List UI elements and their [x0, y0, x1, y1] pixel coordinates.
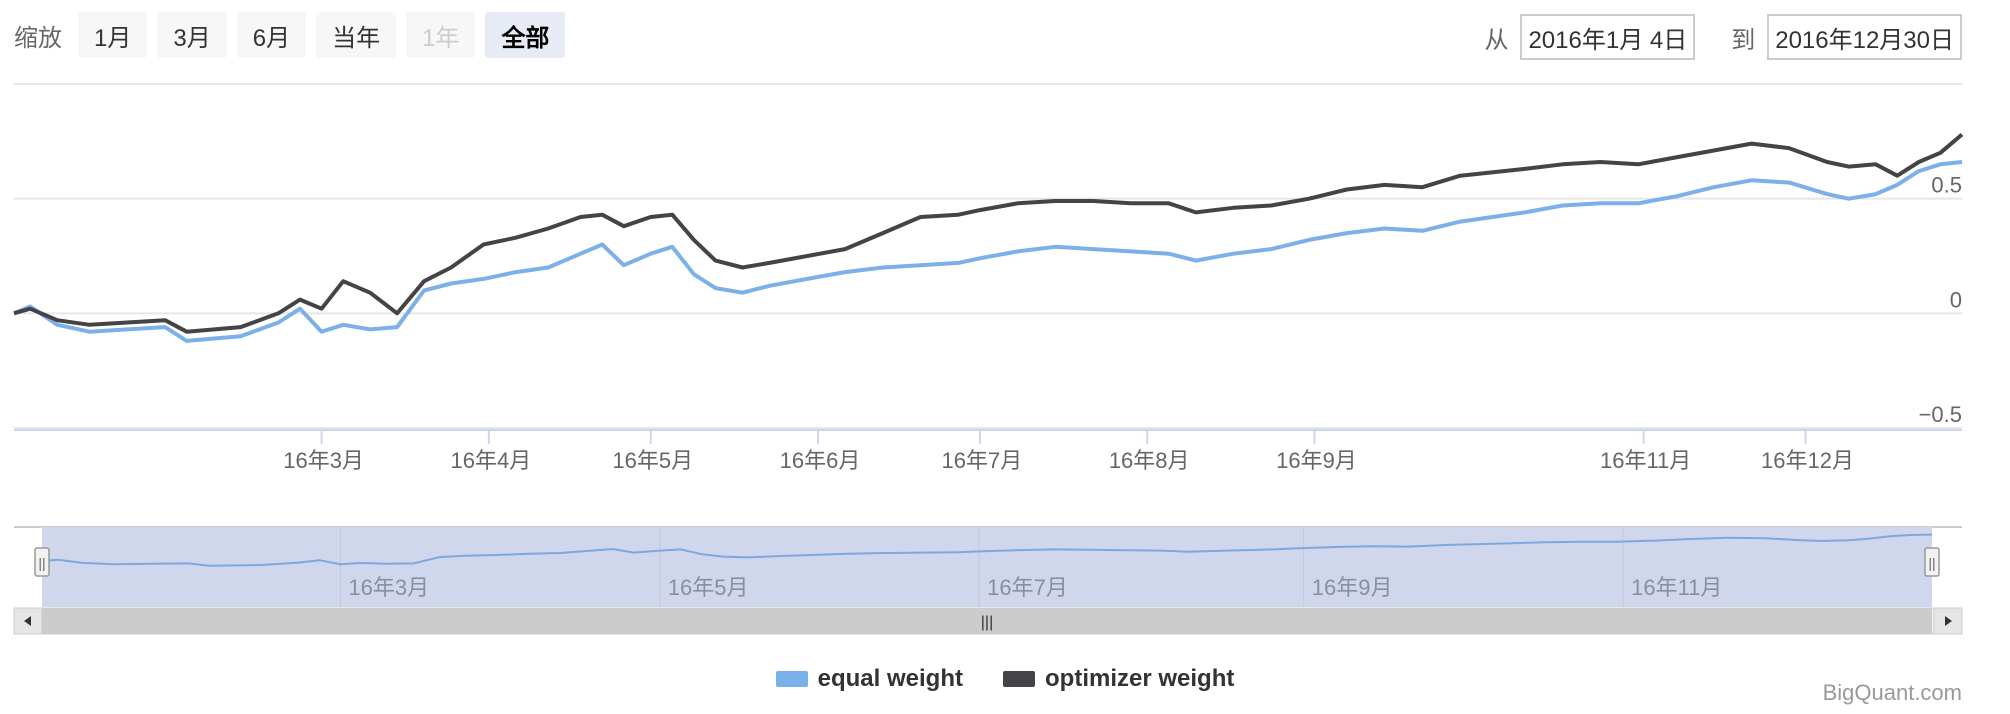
- zoom-label: 缩放: [14, 24, 62, 52]
- zoom-ytd-button[interactable]: 当年: [316, 12, 397, 58]
- navigator-label: 16年3月: [348, 575, 429, 600]
- navigator-selection[interactable]: [42, 527, 1932, 607]
- x-tick-label: 16年5月: [612, 448, 693, 473]
- x-tick-label: 16年3月: [283, 448, 364, 473]
- legend-label-optimizer-weight: optimizer weight: [1045, 665, 1235, 692]
- navigator[interactable]: 16年3月 16年5月 16年7月 16年9月 16年11月|| |||||: [13, 526, 1963, 635]
- series-line-equal-weight: [13, 160, 1963, 343]
- x-tick-label: 16年7月: [942, 448, 1023, 473]
- navigator-label: 16年9月: [1312, 575, 1393, 600]
- navigator-label: 16年7月: [987, 575, 1068, 600]
- y-tick-label: 0: [1950, 287, 1962, 312]
- zoom-1m-button[interactable]: 1月: [78, 12, 148, 58]
- zoom-6m-button[interactable]: 6月: [236, 12, 307, 58]
- x-tick-label: 16年4月: [450, 448, 531, 473]
- series-line-optimizer-weight: [13, 132, 1964, 334]
- credits-link[interactable]: BigQuant.com: [1822, 680, 1962, 705]
- from-date-input[interactable]: 2016年1月 4日: [1520, 14, 1696, 60]
- navigator-label: 16年11月: [1631, 575, 1722, 600]
- legend-item-optimizer-weight[interactable]: optimizer weight: [1003, 665, 1234, 693]
- zoom-3m-button[interactable]: 3月: [157, 12, 227, 58]
- legend-swatch-optimizer-weight: [1003, 671, 1035, 687]
- y-tick-label: 0.5: [1931, 173, 1962, 198]
- navigator-label: 16年5月: [668, 575, 749, 600]
- legend-swatch-equal-weight: [775, 671, 808, 687]
- grid-lines: [14, 83, 1962, 429]
- to-label: 到: [1731, 26, 1756, 54]
- scrollbar-thumb[interactable]: [42, 608, 1932, 634]
- legend-label-equal-weight: equal weight: [817, 665, 963, 692]
- legend: equal weight optimizer weight: [0, 665, 2010, 693]
- legend-item-equal-weight[interactable]: equal weight: [775, 665, 963, 693]
- to-date-input[interactable]: 2016年12月30日: [1767, 14, 1962, 60]
- x-tick-label: 16年6月: [780, 448, 861, 473]
- zoom-all-button[interactable]: 全部: [485, 12, 566, 58]
- navigator-handle-glyph: ||: [38, 555, 45, 571]
- navigator-series-line: [41, 533, 1933, 567]
- date-range-inputs: 从 2016年1月 4日 到 2016年12月30日: [1484, 14, 1962, 60]
- series-lines: [13, 132, 1964, 343]
- y-axis: −0.5 0 0.5: [1919, 173, 1962, 427]
- scrollbar-thumb-glyph: |||: [981, 614, 993, 631]
- x-tick-label: 16年9月: [1276, 448, 1357, 473]
- x-tick-label: 16年8月: [1109, 448, 1190, 473]
- navigator-handle-left[interactable]: [34, 547, 50, 577]
- from-label: 从: [1484, 26, 1509, 54]
- line-chart: −0.500.5 16年3月 16年4月 16年5月 16年6月 16年7月 16年8月 1…: [13, 83, 1964, 635]
- arrow-right-icon: [1945, 616, 1952, 626]
- y-tick-label: −0.5: [1919, 402, 1962, 427]
- x-tick-label: 16年12月: [1761, 448, 1854, 473]
- arrow-left-icon: [24, 616, 31, 626]
- zoom-1y-button: 1年: [406, 12, 476, 58]
- navigator-handle-glyph: ||: [1928, 555, 1935, 571]
- x-axis: 16年3月 16年4月 16年5月 16年6月 16年7月 16年8月 16年9月 16年11…: [14, 429, 1962, 473]
- navigator-handle-right[interactable]: [1924, 547, 1940, 577]
- range-selector-buttons: 缩放 1月 3月 6月 当年 1年 全部: [14, 12, 566, 58]
- x-tick-label: 16年11月: [1600, 448, 1691, 473]
